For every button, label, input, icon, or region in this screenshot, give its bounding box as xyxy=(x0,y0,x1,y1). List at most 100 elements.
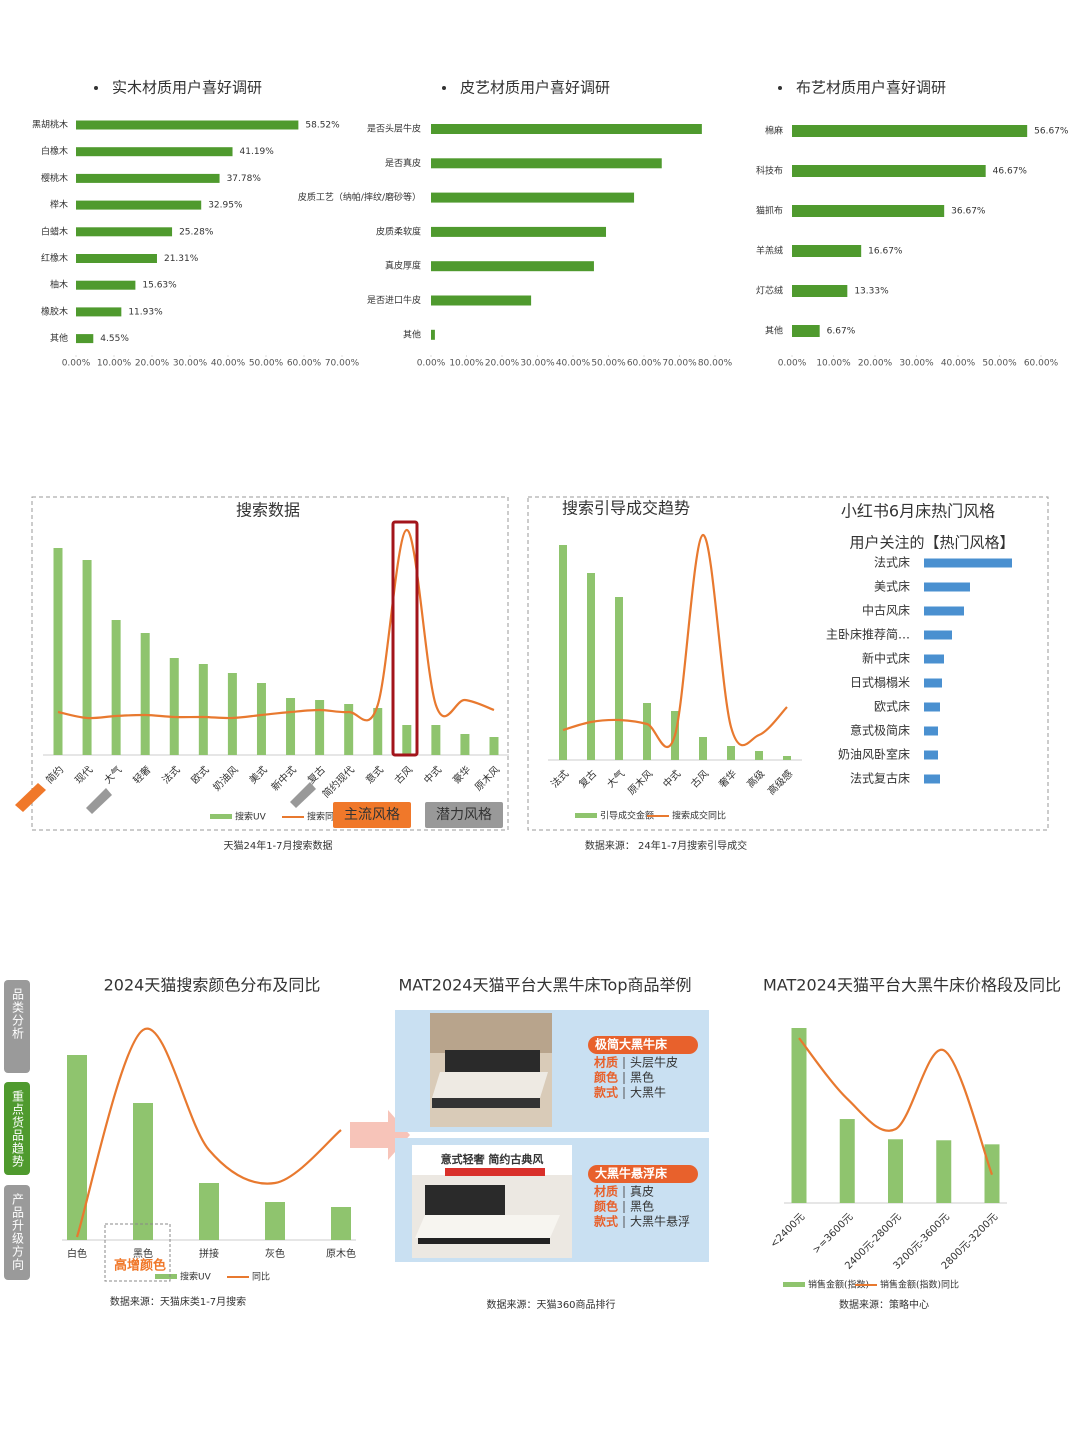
bar xyxy=(373,708,383,755)
bar xyxy=(924,750,938,760)
legend-label: 销售金额(指数)同比 xyxy=(880,1279,959,1291)
bar xyxy=(111,620,121,755)
bar xyxy=(76,120,299,130)
category-label: 美式床 xyxy=(874,580,910,594)
x-tick-label: 原木色 xyxy=(326,1247,356,1260)
value-label: 58.52% xyxy=(305,121,340,131)
category-label: 柚木 xyxy=(50,279,68,291)
x-tick-label: 60.00% xyxy=(627,359,662,369)
tag xyxy=(333,802,411,828)
bar xyxy=(76,307,122,317)
x-tick-label: 大气 xyxy=(101,763,124,786)
x-tick-label: 简约 xyxy=(43,763,66,786)
x-tick-label: 20.00% xyxy=(135,359,170,369)
x-tick-label: 30.00% xyxy=(520,359,555,369)
category-label: 新中式床 xyxy=(862,651,910,666)
x-tick-label: 奶油风 xyxy=(210,763,240,793)
category-label: 是否头层牛皮 xyxy=(367,123,421,135)
category-label: 科技布 xyxy=(756,165,783,177)
x-tick-label: 拼接 xyxy=(199,1247,219,1260)
x-tick-label: 法式 xyxy=(548,767,571,790)
bar xyxy=(924,630,952,640)
bar xyxy=(559,545,567,760)
bar xyxy=(76,173,220,183)
category-label: 奶油风卧室床 xyxy=(838,747,910,762)
bar xyxy=(133,1103,153,1240)
x-tick-label: 60.00% xyxy=(1024,359,1059,369)
category-label: 是否进口牛皮 xyxy=(367,294,421,306)
bar xyxy=(924,582,970,592)
nav-tab-label: 产品升级方向 xyxy=(11,1193,25,1271)
bar xyxy=(53,548,63,755)
bar xyxy=(140,633,150,755)
value-label: 13.33% xyxy=(854,287,889,297)
highlight xyxy=(391,520,419,757)
x-tick-label: 古风 xyxy=(688,767,711,790)
legend-label: 引导成交金额 xyxy=(600,810,654,822)
x-tick-label: 10.00% xyxy=(97,359,132,369)
category-label: 白蜡木 xyxy=(41,225,68,237)
spec-value: 大黑牛 xyxy=(630,1085,666,1100)
bar xyxy=(924,726,938,736)
bar xyxy=(924,774,940,784)
bar xyxy=(888,1139,903,1203)
chart-title: 搜索数据 xyxy=(236,501,300,520)
category-label: 其他 xyxy=(50,332,68,344)
legend-swatch xyxy=(783,1282,805,1287)
chart-title: 小红书6月床热门风格 xyxy=(841,502,995,521)
bar xyxy=(431,295,532,306)
nav-tab-label: 重点货品趋势 xyxy=(11,1090,25,1168)
tag-marker xyxy=(15,783,46,812)
bar xyxy=(587,573,595,760)
spec-key: 颜色 xyxy=(594,1070,618,1085)
category-label: 皮质柔软度 xyxy=(376,225,421,237)
product-name: 极简大黑牛床 xyxy=(595,1037,668,1052)
category-label: 其他 xyxy=(765,325,783,337)
x-tick-label: 奢华 xyxy=(716,767,739,790)
bar xyxy=(67,1055,87,1240)
bar xyxy=(76,200,202,210)
annotation: 高增颜色 xyxy=(114,1258,166,1274)
value-label: 6.67% xyxy=(827,327,856,337)
chart-title: 实木材质用户喜好调研 xyxy=(112,79,262,97)
spec-value: 黑色 xyxy=(630,1200,654,1214)
nav-tab[interactable] xyxy=(4,1082,30,1175)
nav-tab[interactable] xyxy=(4,980,30,1073)
bar xyxy=(792,165,986,177)
category-label: 樱桃木 xyxy=(41,172,68,184)
x-tick-label: 黑色 xyxy=(133,1247,153,1260)
x-tick-label: 大气 xyxy=(604,767,627,790)
category-label: 猫抓布 xyxy=(756,205,783,217)
bar xyxy=(431,725,441,755)
value-label: 46.67% xyxy=(993,167,1028,177)
x-tick-label: 30.00% xyxy=(899,359,934,369)
chart-title: 搜索引导成交趋势 xyxy=(562,499,690,518)
caption: 数据来源：策略中心 xyxy=(839,1298,929,1311)
bar xyxy=(76,334,94,344)
spec-value: 真皮 xyxy=(630,1185,654,1199)
tag xyxy=(425,802,503,828)
category-label: 红橡木 xyxy=(41,252,68,264)
legend-label: 搜索UV xyxy=(180,1271,212,1283)
spec-value: 头层牛皮 xyxy=(630,1055,678,1070)
x-tick-label: 原木风 xyxy=(626,768,656,798)
nav-tab[interactable] xyxy=(4,1185,30,1280)
x-tick-label: >=3600元 xyxy=(811,1211,856,1256)
x-tick-label: 20.00% xyxy=(858,359,893,369)
x-tick-label: 50.00% xyxy=(982,359,1017,369)
legend-swatch xyxy=(575,813,597,818)
bar xyxy=(199,1183,219,1240)
tag-label: 主流风格 xyxy=(344,807,400,823)
value-label: 15.63% xyxy=(142,281,177,291)
category-label: 羊羔绒 xyxy=(756,245,783,257)
chart-title: 布艺材质用户喜好调研 xyxy=(796,79,946,97)
category-label: 黑胡桃木 xyxy=(32,119,68,131)
x-tick-label: 原木风 xyxy=(473,764,503,794)
legend-label: 销售金额(指数) xyxy=(808,1279,869,1291)
category-label: 榉木 xyxy=(50,199,68,211)
legend-label: 搜索UV xyxy=(235,811,267,823)
bar xyxy=(924,702,940,712)
bar xyxy=(286,698,296,755)
value-label: 32.95% xyxy=(208,201,243,211)
x-tick-label: 50.00% xyxy=(249,359,284,369)
